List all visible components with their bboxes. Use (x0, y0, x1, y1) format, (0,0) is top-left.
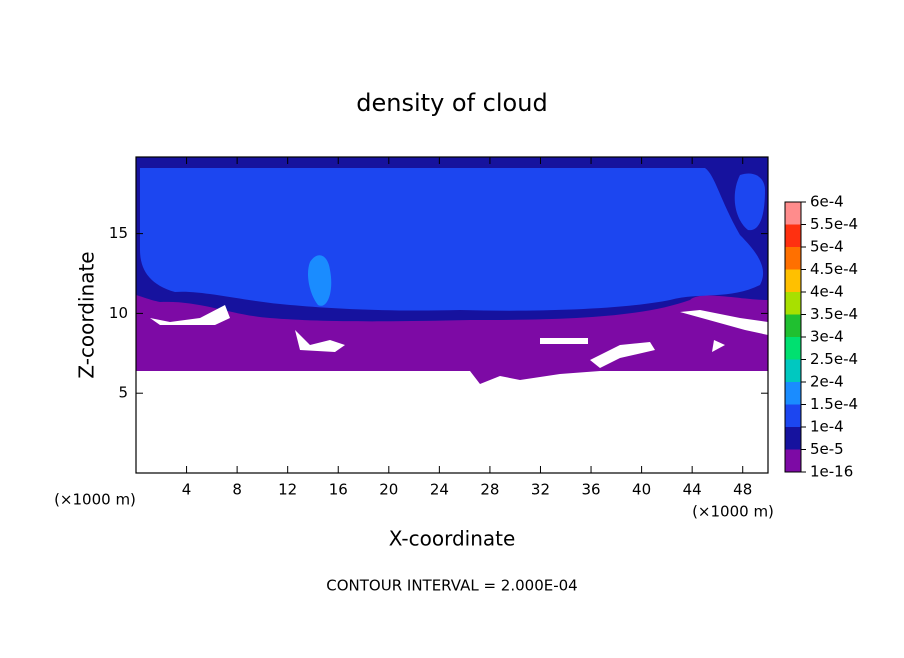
colorbar-band (785, 269, 801, 292)
colorbar-label: 1.5e-4 (810, 395, 858, 413)
colorbar-band (785, 292, 801, 315)
x-tick-label: 28 (480, 481, 499, 499)
y-tick-label: 15 (109, 224, 128, 242)
colorbar-label: 4e-4 (810, 283, 844, 301)
contour-region (307, 255, 332, 306)
footnote: CONTOUR INTERVAL = 2.000E-04 (326, 577, 577, 595)
colorbar-label: 5e-4 (810, 238, 844, 256)
x-tick-label: 24 (430, 481, 449, 499)
colorbar-label: 1e-4 (810, 418, 844, 436)
colorbar-label: 1e-16 (810, 463, 853, 481)
x-tick-label: 20 (379, 481, 398, 499)
colorbar: 1e-16 5e-5 1e-4 1.5e-4 2e-4 2.5e-4 3e-4 3.5e-4 4… (784, 193, 858, 481)
colorbar-label: 6e-4 (810, 193, 844, 211)
x-tick-label: 44 (683, 481, 702, 499)
x-tick-label: 12 (278, 481, 297, 499)
colorbar-label: 3e-4 (810, 328, 844, 346)
x-unit-label: (×1000 m) (692, 503, 774, 521)
gap (215, 371, 420, 381)
colorbar-label: 3.5e-4 (810, 305, 858, 323)
contour-region (734, 173, 765, 231)
colorbar-label: 5.5e-4 (810, 215, 858, 233)
y-axis-label: Z-coordinate (75, 251, 99, 378)
colorbar-band (785, 427, 801, 450)
colorbar-band (785, 359, 801, 382)
contour-field (136, 157, 768, 474)
colorbar-label: 4.5e-4 (810, 260, 858, 278)
x-tick-label: 40 (632, 481, 651, 499)
colorbar-label: 2.5e-4 (810, 350, 858, 368)
contour-region (470, 371, 600, 384)
colorbar-label: 5e-5 (810, 440, 844, 458)
contour-region (140, 168, 764, 311)
colorbar-band (785, 404, 801, 427)
x-tick-label: 48 (733, 481, 752, 499)
x-tick-label: 4 (182, 481, 192, 499)
x-tick-label: 36 (581, 481, 600, 499)
colorbar-band (785, 247, 801, 270)
colorbar-band (785, 224, 801, 247)
x-tick-label: 16 (329, 481, 348, 499)
x-tick-label: 8 (232, 481, 242, 499)
x-tick-label: 32 (531, 481, 550, 499)
y-tick-label: 10 (109, 304, 128, 322)
colorbar-band (785, 382, 801, 405)
plot-frame (135, 156, 769, 474)
colorbar-band (785, 449, 801, 472)
colorbar-band (785, 314, 801, 337)
colorbar-band (785, 202, 801, 225)
y-tick-label: 5 (118, 384, 128, 402)
colorbar-band (785, 337, 801, 360)
y-unit-label: (×1000 m) (54, 491, 136, 509)
chart-title: density of cloud (356, 89, 547, 117)
colorbar-label: 2e-4 (810, 373, 844, 391)
x-axis-label: X-coordinate (389, 527, 516, 551)
